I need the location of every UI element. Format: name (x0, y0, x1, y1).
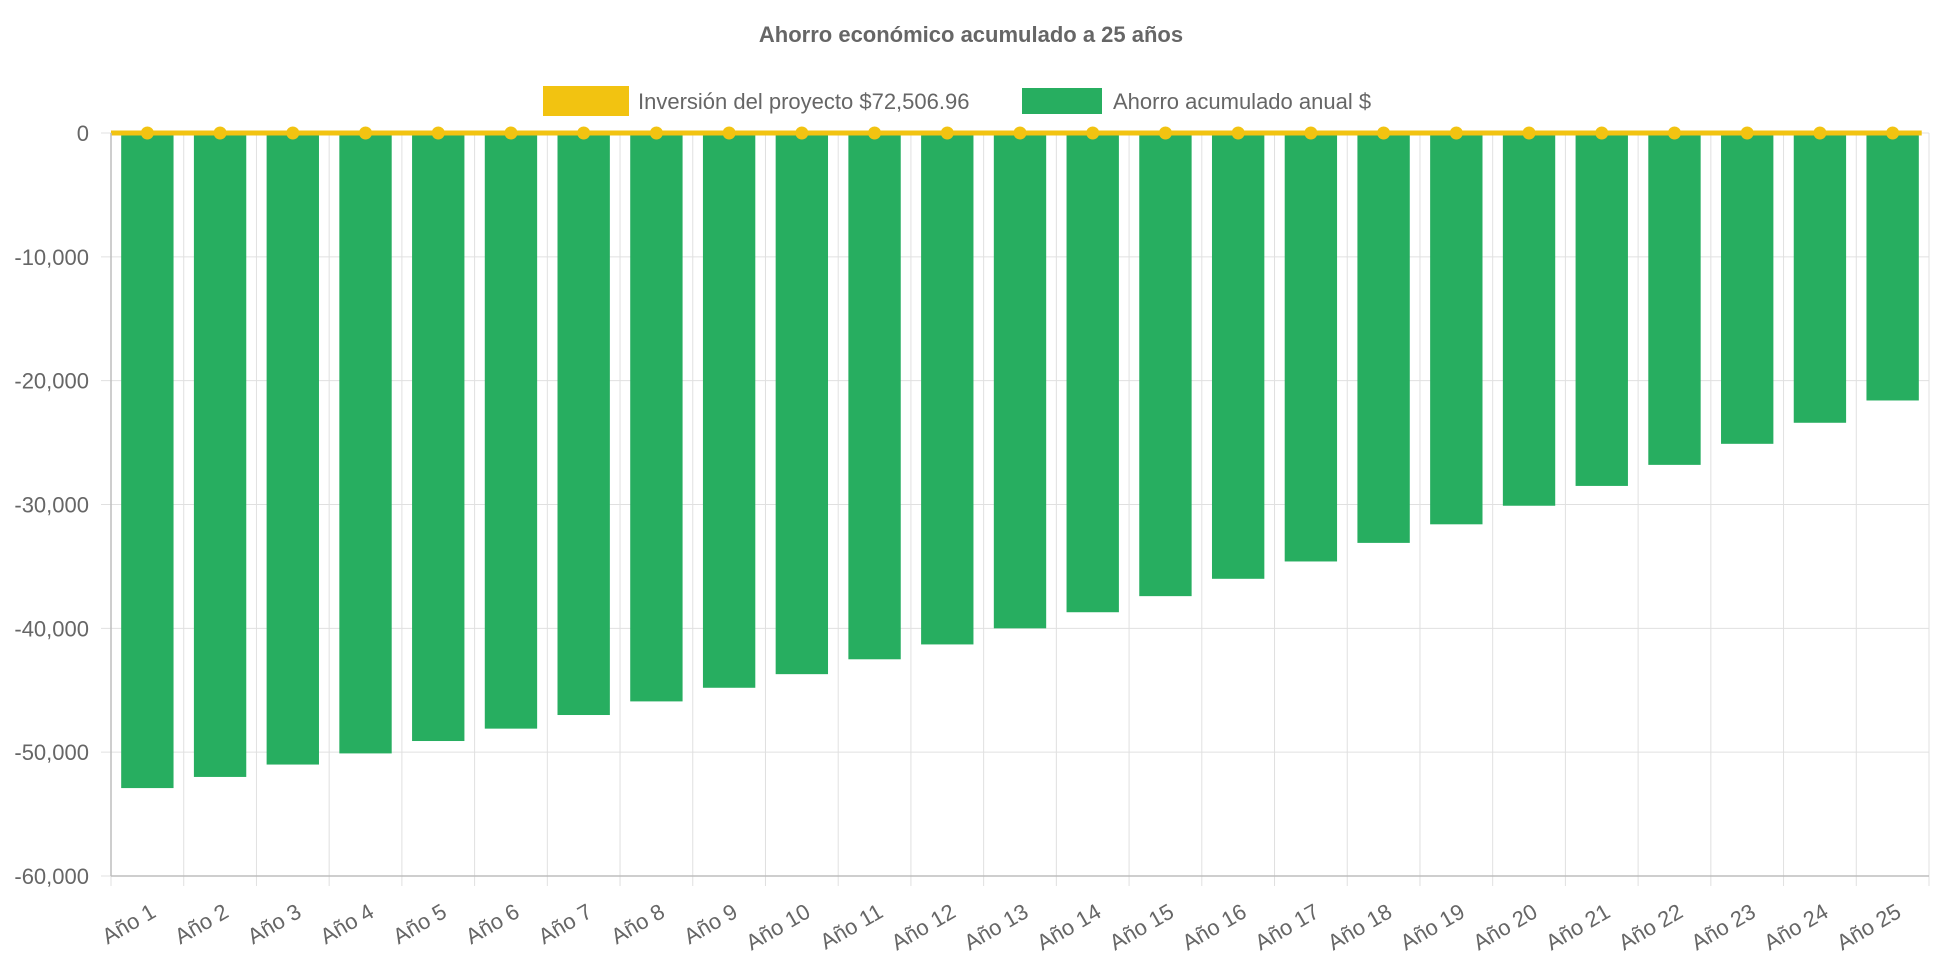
bar-4[interactable] (339, 133, 392, 754)
bar-22[interactable] (1648, 133, 1701, 465)
investment-point-19[interactable] (1449, 126, 1463, 140)
x-tick-label: Año 12 (887, 899, 960, 956)
x-tick-label: Año 11 (816, 899, 887, 955)
investment-point-9[interactable] (722, 126, 736, 140)
investment-point-1[interactable] (140, 126, 154, 140)
investment-point-2[interactable] (213, 126, 227, 140)
y-tick-label: -40,000 (14, 616, 89, 641)
x-tick-label: Año 5 (388, 899, 450, 949)
x-tick-label: Año 16 (1178, 899, 1251, 956)
bar-1[interactable] (121, 133, 174, 789)
investment-point-11[interactable] (868, 126, 882, 140)
bars (121, 133, 1919, 789)
investment-point-15[interactable] (1158, 126, 1172, 140)
x-tick-label: Año 1 (98, 899, 160, 949)
y-tick-label: -30,000 (14, 493, 89, 518)
investment-point-20[interactable] (1522, 126, 1536, 140)
bar-12[interactable] (921, 133, 974, 645)
grid (101, 132, 1930, 886)
legend-swatch-savings[interactable] (1022, 88, 1102, 114)
x-tick-label: Año 4 (316, 899, 378, 949)
x-tick-label: Año 18 (1323, 899, 1396, 956)
bar-20[interactable] (1502, 133, 1556, 506)
bar-2[interactable] (193, 133, 247, 777)
x-tick-label: Año 7 (534, 899, 596, 949)
bar-8[interactable] (630, 133, 683, 702)
x-tick-label: Año 21 (1541, 899, 1614, 956)
legend: Inversión del proyecto $72,506.96 Ahorro… (543, 86, 1371, 116)
x-tick-label: Año 9 (679, 899, 741, 949)
bar-5[interactable] (412, 133, 465, 742)
investment-point-16[interactable] (1231, 126, 1245, 140)
x-tick-label: Año 14 (1032, 899, 1105, 956)
legend-label-savings[interactable]: Ahorro acumulado anual $ (1113, 89, 1371, 114)
investment-point-18[interactable] (1377, 126, 1391, 140)
bar-21[interactable] (1575, 133, 1628, 486)
bar-19[interactable] (1430, 133, 1483, 525)
investment-point-7[interactable] (577, 126, 591, 140)
x-tick-label: Año 23 (1687, 899, 1760, 956)
y-tick-label: -60,000 (14, 864, 89, 889)
y-tick-label: -50,000 (14, 740, 89, 765)
investment-point-24[interactable] (1813, 126, 1827, 140)
bar-3[interactable] (266, 133, 319, 765)
bar-14[interactable] (1066, 133, 1119, 613)
x-tick-label: Año 25 (1832, 899, 1905, 956)
investment-point-3[interactable] (286, 126, 300, 140)
bar-10[interactable] (775, 133, 829, 675)
x-tick-label: Año 8 (607, 899, 669, 949)
y-tick-label: 0 (77, 121, 89, 146)
investment-point-17[interactable] (1304, 126, 1318, 140)
x-tick-label: Año 6 (461, 899, 523, 949)
chart-title: Ahorro económico acumulado a 25 años (759, 22, 1183, 47)
bar-18[interactable] (1357, 133, 1410, 543)
bar-24[interactable] (1793, 133, 1847, 423)
x-tick-label: Año 20 (1469, 899, 1542, 956)
bar-25[interactable] (1866, 133, 1919, 401)
x-tick-label: Año 2 (170, 899, 232, 949)
bar-23[interactable] (1721, 133, 1774, 444)
x-tick-label: Año 24 (1760, 899, 1833, 956)
bar-11[interactable] (848, 133, 901, 660)
investment-point-4[interactable] (359, 126, 373, 140)
bar-17[interactable] (1284, 133, 1338, 562)
investment-point-14[interactable] (1086, 126, 1100, 140)
investment-point-13[interactable] (1013, 126, 1027, 140)
bar-9[interactable] (702, 133, 756, 688)
x-tick-label: Año 13 (960, 899, 1033, 956)
investment-line (111, 126, 1922, 140)
y-tick-label: -10,000 (14, 245, 89, 270)
investment-point-8[interactable] (649, 126, 663, 140)
bar-13[interactable] (993, 133, 1047, 629)
y-tick-label: -20,000 (14, 369, 89, 394)
investment-point-10[interactable] (795, 126, 809, 140)
investment-point-25[interactable] (1886, 126, 1900, 140)
x-tick-label: Año 17 (1250, 899, 1323, 956)
investment-point-23[interactable] (1740, 126, 1754, 140)
investment-point-21[interactable] (1595, 126, 1609, 140)
investment-point-22[interactable] (1667, 126, 1681, 140)
investment-point-5[interactable] (431, 126, 445, 140)
legend-label-investment[interactable]: Inversión del proyecto $72,506.96 (638, 89, 969, 114)
bar-6[interactable] (484, 133, 538, 729)
investment-point-6[interactable] (504, 126, 518, 140)
x-tick-label: Año 19 (1396, 899, 1469, 956)
x-tick-label: Año 22 (1614, 899, 1687, 956)
bar-15[interactable] (1139, 133, 1192, 597)
investment-point-12[interactable] (940, 126, 954, 140)
bar-16[interactable] (1211, 133, 1265, 579)
bar-7[interactable] (557, 133, 610, 716)
legend-swatch-investment[interactable] (543, 86, 629, 116)
x-tick-label: Año 15 (1105, 899, 1178, 956)
x-tick-label: Año 3 (243, 899, 305, 949)
x-tick-label: Año 10 (741, 899, 814, 956)
